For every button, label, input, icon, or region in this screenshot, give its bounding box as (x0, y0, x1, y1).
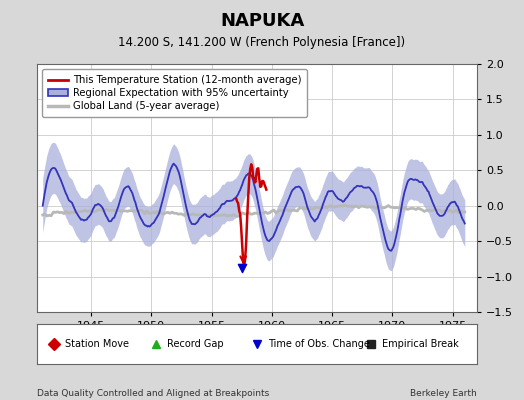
Text: Time of Obs. Change: Time of Obs. Change (268, 339, 369, 349)
Text: 14.200 S, 141.200 W (French Polynesia [France]): 14.200 S, 141.200 W (French Polynesia [F… (118, 36, 406, 49)
Text: Station Move: Station Move (66, 339, 129, 349)
Text: NAPUKA: NAPUKA (220, 12, 304, 30)
Legend: This Temperature Station (12-month average), Regional Expectation with 95% uncer: This Temperature Station (12-month avera… (42, 69, 307, 117)
Text: Record Gap: Record Gap (167, 339, 223, 349)
Text: Empirical Break: Empirical Break (382, 339, 459, 349)
Point (238, 265, 246, 271)
Text: Berkeley Earth: Berkeley Earth (410, 389, 477, 398)
Text: Data Quality Controlled and Aligned at Breakpoints: Data Quality Controlled and Aligned at B… (37, 389, 269, 398)
